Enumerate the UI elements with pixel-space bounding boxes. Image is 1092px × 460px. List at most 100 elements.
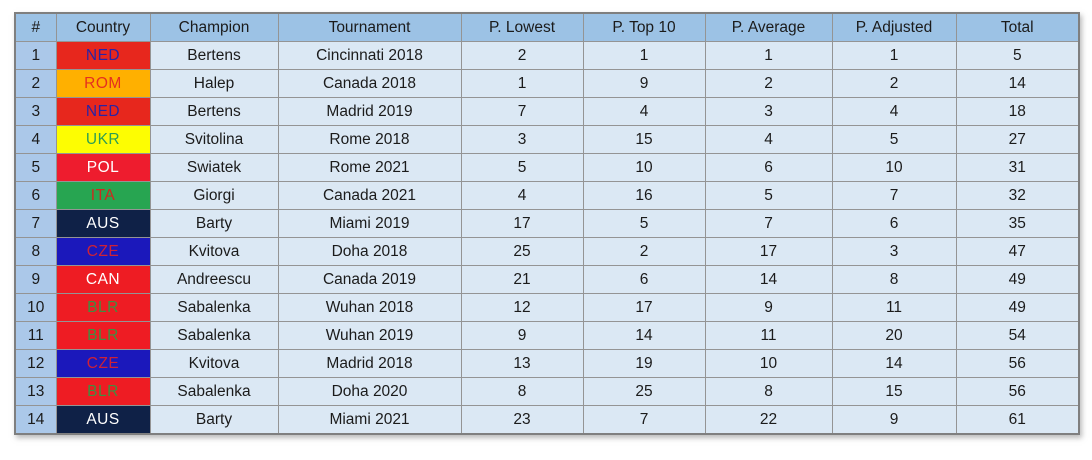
champion-cell: Swiatek xyxy=(149,153,279,182)
p-top10-cell: 6 xyxy=(582,265,706,294)
country-flag-badge: ROM xyxy=(55,69,151,98)
table-row: 13 BLR Sabalenka Doha 2020 8 25 8 15 56 xyxy=(14,377,1080,406)
p-adjusted-cell: 7 xyxy=(831,181,957,210)
p-adjusted-cell: 6 xyxy=(831,209,957,238)
champion-cell: Bertens xyxy=(149,97,279,126)
rank-cell: 1 xyxy=(14,41,57,70)
total-cell: 49 xyxy=(955,265,1080,294)
p-top10-cell: 2 xyxy=(582,237,706,266)
p-lowest-cell: 8 xyxy=(460,377,584,406)
p-average-cell: 22 xyxy=(704,405,833,435)
country-flag-badge: BLR xyxy=(55,293,151,322)
p-top10-cell: 14 xyxy=(582,321,706,350)
country-flag-badge: CZE xyxy=(55,349,151,378)
rank-cell: 13 xyxy=(14,377,57,406)
p-adjusted-cell: 2 xyxy=(831,69,957,98)
total-cell: 47 xyxy=(955,237,1080,266)
p-adjusted-cell: 3 xyxy=(831,237,957,266)
total-cell: 14 xyxy=(955,69,1080,98)
rank-cell: 7 xyxy=(14,209,57,238)
total-cell: 56 xyxy=(955,349,1080,378)
tournament-cell: Doha 2020 xyxy=(277,377,462,406)
rank-cell: 6 xyxy=(14,181,57,210)
table-row: 7 AUS Barty Miami 2019 17 5 7 6 35 xyxy=(14,209,1080,238)
tournament-cell: Madrid 2019 xyxy=(277,97,462,126)
column-header-: # xyxy=(14,12,57,42)
country-flag-badge: CAN xyxy=(55,265,151,294)
table-row: 4 UKR Svitolina Rome 2018 3 15 4 5 27 xyxy=(14,125,1080,154)
column-header-p-adjusted: P. Adjusted xyxy=(831,12,957,42)
p-average-cell: 8 xyxy=(704,377,833,406)
champion-cell: Barty xyxy=(149,405,279,435)
table-row: 6 ITA Giorgi Canada 2021 4 16 5 7 32 xyxy=(14,181,1080,210)
p-top10-cell: 4 xyxy=(582,97,706,126)
tournament-cell: Canada 2018 xyxy=(277,69,462,98)
table-row: 2 ROM Halep Canada 2018 1 9 2 2 14 xyxy=(14,69,1080,98)
rank-cell: 2 xyxy=(14,69,57,98)
country-flag-badge: UKR xyxy=(55,125,151,154)
p-top10-cell: 16 xyxy=(582,181,706,210)
table-row: 10 BLR Sabalenka Wuhan 2018 12 17 9 11 49 xyxy=(14,293,1080,322)
p-top10-cell: 17 xyxy=(582,293,706,322)
p-adjusted-cell: 14 xyxy=(831,349,957,378)
p-average-cell: 9 xyxy=(704,293,833,322)
total-cell: 31 xyxy=(955,153,1080,182)
tournament-cell: Wuhan 2019 xyxy=(277,321,462,350)
p-average-cell: 10 xyxy=(704,349,833,378)
p-adjusted-cell: 15 xyxy=(831,377,957,406)
table-row: 3 NED Bertens Madrid 2019 7 4 3 4 18 xyxy=(14,97,1080,126)
p-top10-cell: 10 xyxy=(582,153,706,182)
p-lowest-cell: 25 xyxy=(460,237,584,266)
column-header-country: Country xyxy=(55,12,151,42)
table-row: 5 POL Swiatek Rome 2021 5 10 6 10 31 xyxy=(14,153,1080,182)
tournament-cell: Doha 2018 xyxy=(277,237,462,266)
p-adjusted-cell: 8 xyxy=(831,265,957,294)
p-top10-cell: 9 xyxy=(582,69,706,98)
column-header-p-lowest: P. Lowest xyxy=(460,12,584,42)
p-lowest-cell: 21 xyxy=(460,265,584,294)
p-average-cell: 1 xyxy=(704,41,833,70)
champion-cell: Halep xyxy=(149,69,279,98)
p-top10-cell: 7 xyxy=(582,405,706,435)
p-adjusted-cell: 10 xyxy=(831,153,957,182)
champion-cell: Barty xyxy=(149,209,279,238)
tournament-cell: Rome 2018 xyxy=(277,125,462,154)
tournament-cell: Rome 2021 xyxy=(277,153,462,182)
country-flag-badge: CZE xyxy=(55,237,151,266)
p-average-cell: 17 xyxy=(704,237,833,266)
p-top10-cell: 5 xyxy=(582,209,706,238)
champion-cell: Andreescu xyxy=(149,265,279,294)
total-cell: 5 xyxy=(955,41,1080,70)
p-adjusted-cell: 11 xyxy=(831,293,957,322)
country-flag-badge: POL xyxy=(55,153,151,182)
champion-cell: Sabalenka xyxy=(149,321,279,350)
total-cell: 32 xyxy=(955,181,1080,210)
tournament-cell: Madrid 2018 xyxy=(277,349,462,378)
table-row: 12 CZE Kvitova Madrid 2018 13 19 10 14 56 xyxy=(14,349,1080,378)
country-flag-badge: AUS xyxy=(55,209,151,238)
p-average-cell: 7 xyxy=(704,209,833,238)
rank-cell: 9 xyxy=(14,265,57,294)
p-top10-cell: 15 xyxy=(582,125,706,154)
rank-cell: 4 xyxy=(14,125,57,154)
p-average-cell: 2 xyxy=(704,69,833,98)
country-flag-badge: BLR xyxy=(55,321,151,350)
rank-cell: 12 xyxy=(14,349,57,378)
p-average-cell: 6 xyxy=(704,153,833,182)
rank-cell: 5 xyxy=(14,153,57,182)
champion-cell: Kvitova xyxy=(149,237,279,266)
champion-cell: Sabalenka xyxy=(149,293,279,322)
p-lowest-cell: 23 xyxy=(460,405,584,435)
tournament-cell: Miami 2021 xyxy=(277,405,462,435)
champion-cell: Giorgi xyxy=(149,181,279,210)
tournament-cell: Wuhan 2018 xyxy=(277,293,462,322)
column-header-total: Total xyxy=(955,12,1080,42)
table-row: 14 AUS Barty Miami 2021 23 7 22 9 61 xyxy=(14,405,1080,435)
total-cell: 54 xyxy=(955,321,1080,350)
table-row: 11 BLR Sabalenka Wuhan 2019 9 14 11 20 54 xyxy=(14,321,1080,350)
p-lowest-cell: 12 xyxy=(460,293,584,322)
total-cell: 18 xyxy=(955,97,1080,126)
p-lowest-cell: 9 xyxy=(460,321,584,350)
results-table: # Country Champion Tournament P. Lowest P. To… xyxy=(14,12,1080,435)
